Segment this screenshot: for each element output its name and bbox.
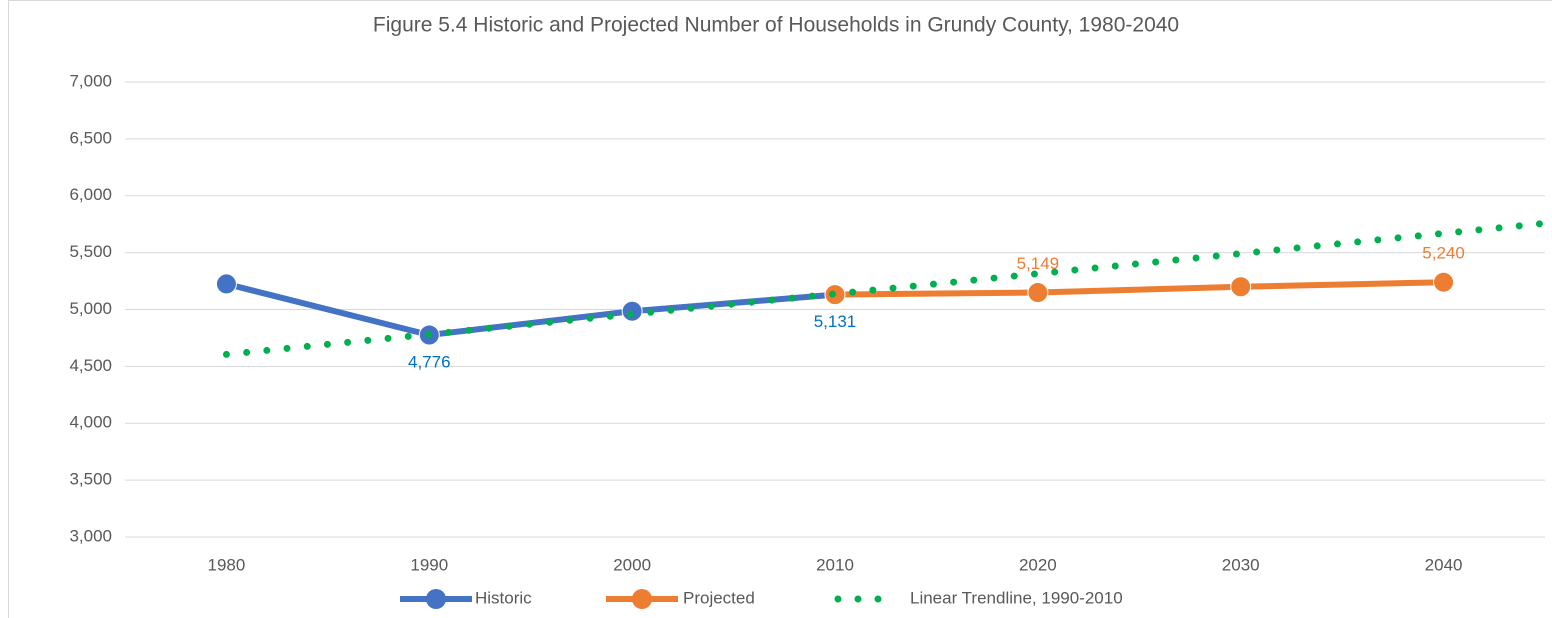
legend-marker bbox=[632, 589, 652, 609]
legend-label: Linear Trendline, 1990-2010 bbox=[910, 588, 1123, 607]
x-tick-label: 2040 bbox=[1425, 555, 1463, 574]
x-tick-label: 2020 bbox=[1019, 555, 1057, 574]
y-tick-label: 5,500 bbox=[69, 242, 112, 261]
x-tick-label: 2010 bbox=[816, 555, 854, 574]
y-tick-label: 6,000 bbox=[69, 185, 112, 204]
x-tick-label: 1990 bbox=[410, 555, 448, 574]
x-tick-label: 1980 bbox=[208, 555, 246, 574]
y-tick-label: 4,000 bbox=[69, 413, 112, 432]
chart-frame bbox=[8, 0, 1552, 618]
data-label: 4,776 bbox=[408, 352, 451, 371]
series-line bbox=[832, 279, 1447, 298]
marker bbox=[1230, 276, 1252, 298]
marker bbox=[1027, 282, 1049, 304]
y-tick-label: 6,500 bbox=[69, 128, 112, 147]
data-label: 5,240 bbox=[1422, 244, 1465, 263]
chart-title: Figure 5.4 Historic and Projected Number… bbox=[373, 14, 1179, 37]
y-tick-label: 4,500 bbox=[69, 356, 112, 375]
data-label: 5,149 bbox=[1017, 254, 1060, 273]
legend-label: Projected bbox=[683, 588, 755, 607]
legend-marker bbox=[426, 589, 446, 609]
marker bbox=[1433, 271, 1455, 293]
y-tick-label: 3,500 bbox=[69, 470, 112, 489]
legend-label: Historic bbox=[475, 588, 532, 607]
y-tick-label: 3,000 bbox=[69, 526, 112, 545]
data-label: 5,131 bbox=[814, 312, 857, 331]
y-tick-label: 7,000 bbox=[69, 71, 112, 90]
trendline bbox=[222, 219, 1549, 358]
y-tick-label: 5,000 bbox=[69, 299, 112, 318]
x-tick-label: 2030 bbox=[1222, 555, 1260, 574]
marker bbox=[215, 273, 237, 295]
x-tick-label: 2000 bbox=[613, 555, 651, 574]
